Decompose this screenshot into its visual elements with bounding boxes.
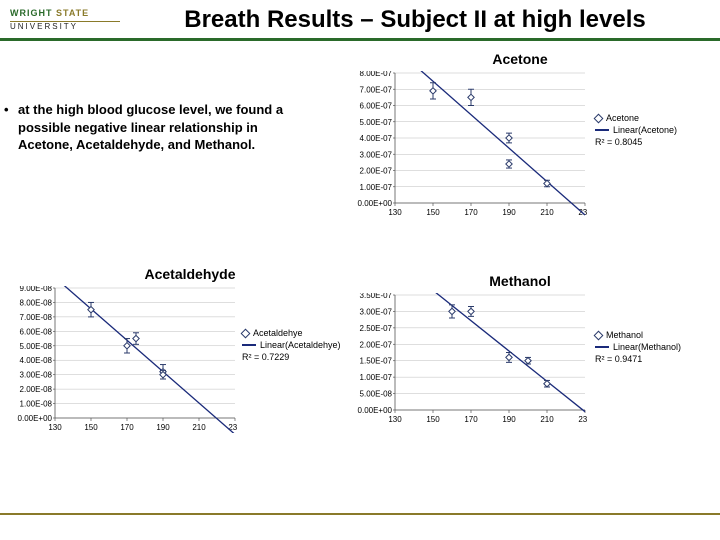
chart-acetaldehyde-title: Acetaldehyde <box>40 266 340 282</box>
legend-series-label: Acetone <box>606 113 639 123</box>
svg-text:3.50E-07: 3.50E-07 <box>360 293 393 300</box>
svg-text:210: 210 <box>540 208 554 217</box>
svg-text:1.00E-07: 1.00E-07 <box>360 373 393 382</box>
svg-text:2.00E-07: 2.00E-07 <box>360 340 393 349</box>
footer-rule <box>0 513 720 515</box>
svg-text:2.50E-07: 2.50E-07 <box>360 324 393 333</box>
svg-text:4.00E-08: 4.00E-08 <box>20 356 53 365</box>
svg-text:5.00E-07: 5.00E-07 <box>360 118 393 127</box>
svg-text:1.00E-08: 1.00E-08 <box>20 400 53 409</box>
svg-text:7.00E-07: 7.00E-07 <box>360 85 393 94</box>
svg-text:8.00E-08: 8.00E-08 <box>20 298 53 307</box>
svg-text:0.00E+00: 0.00E+00 <box>358 199 393 208</box>
svg-text:190: 190 <box>502 208 516 217</box>
logo-wordmark: WRIGHT STATE <box>10 9 120 19</box>
content: • at the high blood glucose level, we fo… <box>0 41 720 521</box>
svg-text:6.00E-07: 6.00E-07 <box>360 102 393 111</box>
diamond-icon <box>594 330 604 340</box>
header: WRIGHT STATE UNIVERSITY Breath Results –… <box>0 0 720 41</box>
svg-text:4.00E-07: 4.00E-07 <box>360 134 393 143</box>
bullet-body: at the high blood glucose level, we foun… <box>18 102 283 152</box>
legend-fit-row: Linear(Acetone) <box>595 125 677 135</box>
svg-text:230: 230 <box>228 423 237 432</box>
svg-text:130: 130 <box>388 415 402 424</box>
svg-text:130: 130 <box>388 208 402 217</box>
chart-acetaldehyde-legend: Acetaldehye Linear(Acetaldehye) R² = 0.7… <box>242 326 341 362</box>
svg-text:1.50E-07: 1.50E-07 <box>360 357 393 366</box>
chart-acetone-plot: 0.00E+00 1.00E-07 2.00E-07 3.00E-07 4.00E-07… <box>340 71 587 218</box>
svg-text:150: 150 <box>426 208 440 217</box>
diamond-icon <box>241 328 251 338</box>
svg-text:190: 190 <box>156 423 170 432</box>
logo: WRIGHT STATE UNIVERSITY <box>10 9 120 32</box>
svg-text:130: 130 <box>48 423 62 432</box>
bullet-text: • at the high blood glucose level, we fo… <box>18 101 308 154</box>
legend-series-label: Methanol <box>606 330 643 340</box>
svg-text:210: 210 <box>540 415 554 424</box>
svg-text:5.00E-08: 5.00E-08 <box>360 390 393 399</box>
svg-text:6.00E-08: 6.00E-08 <box>20 327 53 336</box>
svg-text:8.00E-07: 8.00E-07 <box>360 71 393 78</box>
r2-label: R² = 0.9471 <box>595 354 681 364</box>
logo-wright: WRIGHT <box>10 8 56 18</box>
legend-fit-label: Linear(Acetone) <box>613 125 677 135</box>
diamond-icon <box>594 113 604 123</box>
svg-text:2.00E-07: 2.00E-07 <box>360 167 393 176</box>
legend-fit-row: Linear(Methanol) <box>595 342 681 352</box>
legend-series-row: Acetaldehye <box>242 328 341 338</box>
legend-series-row: Acetone <box>595 113 677 123</box>
svg-text:3.00E-07: 3.00E-07 <box>360 307 393 316</box>
svg-text:0.00E+00: 0.00E+00 <box>358 406 393 415</box>
bullet-dot: • <box>4 101 9 119</box>
svg-text:5.00E-08: 5.00E-08 <box>20 342 53 351</box>
chart-acetone: Acetone 0.00E+00 1.00E-07 2.00E-07 3.00E-07… <box>340 51 700 218</box>
svg-text:210: 210 <box>192 423 206 432</box>
svg-text:2.00E-08: 2.00E-08 <box>20 385 53 394</box>
legend-fit-label: Linear(Acetaldehye) <box>260 340 341 350</box>
chart-methanol: Methanol 0.00E+00 5.00E-08 1.00E-07 1.50E-0… <box>340 273 700 425</box>
svg-text:3.00E-07: 3.00E-07 <box>360 150 393 159</box>
legend-series-label: Acetaldehye <box>253 328 303 338</box>
chart-methanol-legend: Methanol Linear(Methanol) R² = 0.9471 <box>595 328 681 364</box>
svg-text:170: 170 <box>120 423 134 432</box>
chart-acetaldehyde-plot: 0.00E+00 1.00E-08 2.00E-08 3.00E-08 4.00E-08… <box>0 286 237 433</box>
r2-label: R² = 0.7229 <box>242 352 341 362</box>
chart-acetone-legend: Acetone Linear(Acetone) R² = 0.8045 <box>595 111 677 147</box>
legend-series-row: Methanol <box>595 330 681 340</box>
svg-text:190: 190 <box>502 415 516 424</box>
logo-state: STATE <box>56 8 89 18</box>
line-icon <box>595 346 609 348</box>
chart-acetone-title: Acetone <box>340 51 700 67</box>
logo-university: UNIVERSITY <box>10 21 120 32</box>
svg-text:7.00E-08: 7.00E-08 <box>20 313 53 322</box>
svg-text:1.00E-07: 1.00E-07 <box>360 183 393 192</box>
line-icon <box>242 344 256 346</box>
line-icon <box>595 129 609 131</box>
svg-text:3.00E-08: 3.00E-08 <box>20 371 53 380</box>
svg-text:170: 170 <box>464 415 478 424</box>
legend-fit-row: Linear(Acetaldehye) <box>242 340 341 350</box>
svg-text:230: 230 <box>578 415 587 424</box>
legend-fit-label: Linear(Methanol) <box>613 342 681 352</box>
chart-acetaldehyde: Acetaldehyde 0.00E+00 1.00E-08 2.00E-08 3.0… <box>0 266 340 433</box>
svg-text:0.00E+00: 0.00E+00 <box>18 414 53 423</box>
chart-methanol-title: Methanol <box>340 273 700 289</box>
svg-text:9.00E-08: 9.00E-08 <box>20 286 53 293</box>
chart-methanol-plot: 0.00E+00 5.00E-08 1.00E-07 1.50E-07 2.00E-07… <box>340 293 587 425</box>
svg-text:150: 150 <box>426 415 440 424</box>
r2-label: R² = 0.8045 <box>595 137 677 147</box>
svg-text:150: 150 <box>84 423 98 432</box>
page-title: Breath Results – Subject II at high leve… <box>120 6 710 34</box>
svg-text:170: 170 <box>464 208 478 217</box>
